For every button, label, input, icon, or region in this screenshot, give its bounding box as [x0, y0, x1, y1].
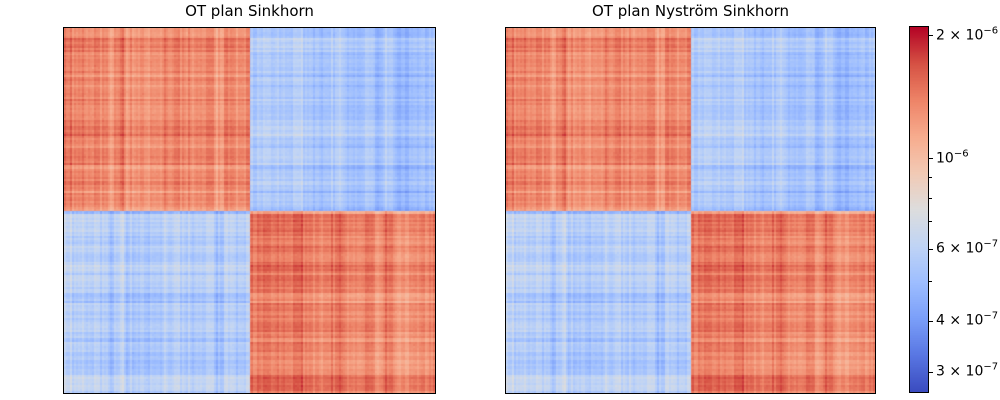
colorbar-tick-label: 3 × 10−7 [936, 362, 999, 380]
exponent: −7 [983, 310, 999, 322]
colorbar-tick-label: 2 × 10−6 [936, 25, 999, 43]
colorbar-gradient [910, 27, 928, 392]
heatmap-sinkhorn [64, 28, 435, 393]
left-heatmap-title: OT plan Sinkhorn [185, 2, 314, 20]
left-heatmap-axes [63, 27, 436, 394]
colorbar-tick [929, 371, 933, 373]
colorbar-tick [929, 248, 933, 250]
colorbar-tick [929, 221, 932, 223]
exponent: −7 [983, 362, 999, 374]
colorbar-tick [929, 176, 932, 178]
right-heatmap-axes [505, 27, 876, 394]
colorbar-tick-label: 10−6 [936, 148, 969, 166]
colorbar-tick [929, 35, 933, 36]
exponent: −6 [983, 25, 999, 37]
heatmap-nystrom-sinkhorn [506, 28, 875, 393]
colorbar-tick-label: 4 × 10−7 [936, 310, 999, 329]
colorbar-tick [929, 281, 932, 283]
colorbar-frame [909, 26, 929, 393]
colorbar-tick [929, 197, 932, 199]
exponent: −6 [953, 148, 969, 160]
right-heatmap-title: OT plan Nyström Sinkhorn [591, 2, 790, 20]
colorbar-tick-label: 6 × 10−7 [936, 238, 999, 257]
colorbar-tick [929, 158, 933, 160]
exponent: −7 [983, 238, 999, 250]
colorbar-tick [929, 320, 933, 322]
